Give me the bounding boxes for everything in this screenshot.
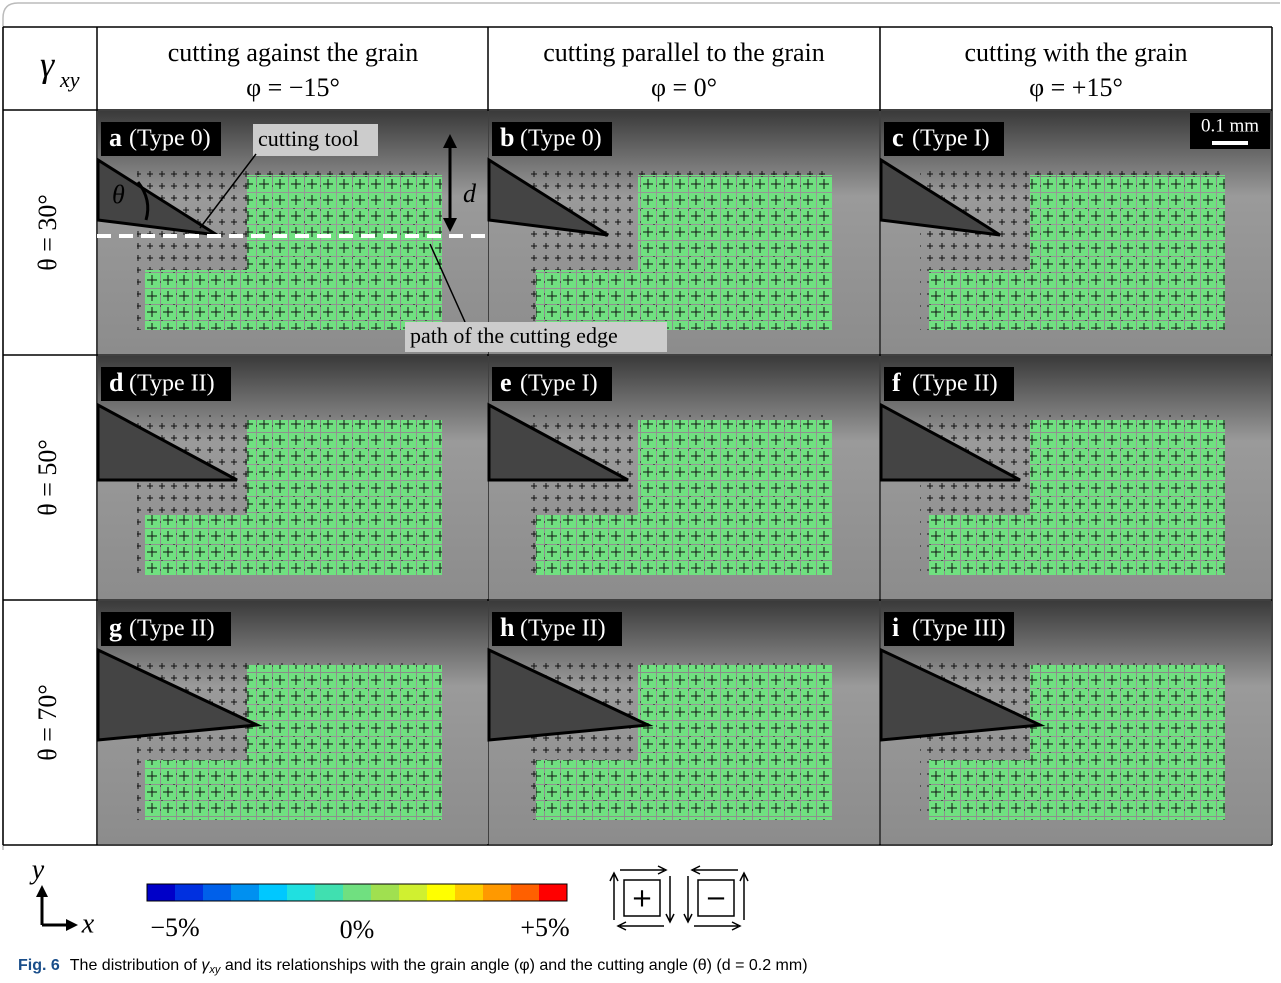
colorbar-label: −5% — [150, 913, 199, 942]
caption-text: and its relationships with the grain ang… — [220, 957, 807, 974]
panel-type: (Type 0) — [129, 126, 211, 152]
column-angle: φ = +15° — [1029, 73, 1123, 102]
page: {"corner": {"symbol": "γ", "subscript": … — [0, 0, 1281, 983]
panel: e (Type I) — [489, 356, 879, 599]
column-title: cutting with the grain — [964, 38, 1187, 67]
colorbar-swatch — [175, 884, 204, 901]
annotation: cutting tool — [258, 126, 359, 151]
panel-type: (Type II) — [129, 616, 215, 642]
panel-letter: e — [500, 368, 512, 397]
panel-letter: c — [892, 123, 904, 152]
colorbar-swatch — [455, 884, 484, 901]
colorbar-swatch — [539, 884, 568, 901]
colorbar-swatch — [259, 884, 288, 901]
column-angle: φ = −15° — [246, 73, 340, 102]
axis-label: y — [29, 854, 45, 885]
caption-text: The distribution of — [70, 957, 202, 974]
shear-sign: − — [705, 884, 727, 914]
colorbar-swatch — [231, 884, 260, 901]
axis-label: x — [81, 908, 95, 939]
colorbar-swatch — [287, 884, 316, 901]
column-title: cutting parallel to the grain — [543, 38, 825, 67]
panel-letter: a — [109, 123, 122, 152]
panel-type: (Type III) — [912, 616, 1006, 642]
panel-type: (Type I) — [912, 126, 990, 152]
colorbar-swatch — [427, 884, 456, 901]
colorbar-label: 0% — [340, 915, 375, 944]
colorbar-label: +5% — [520, 913, 569, 942]
colorbar-swatch — [147, 884, 176, 901]
annotation: θ — [112, 180, 125, 209]
annotation: d — [463, 179, 477, 208]
panel: g (Type II) — [98, 601, 488, 844]
panel: d(Type II) — [98, 356, 488, 599]
column-angle: φ = 0° — [651, 73, 717, 102]
panel-letter: f — [892, 368, 901, 397]
colorbar-swatch — [371, 884, 400, 901]
figure: γxycutting against the grainφ = −15°cutt… — [0, 0, 1281, 983]
colorbar — [147, 884, 568, 901]
colorbar-swatch — [511, 884, 540, 901]
row-label: θ = 50° — [33, 439, 62, 516]
colorbar-swatch — [315, 884, 344, 901]
colorbar-swatch — [483, 884, 512, 901]
corner-symbol: γ — [40, 44, 55, 84]
panel-type: (Type II) — [520, 616, 606, 642]
panel-type: (Type II) — [912, 371, 998, 397]
colorbar-swatch — [343, 884, 372, 901]
colorbar-swatch — [203, 884, 232, 901]
panel-type: (Type I) — [520, 371, 598, 397]
row-label: θ = 70° — [33, 684, 62, 761]
corner-subscript: xy — [59, 67, 80, 92]
panel-letter: g — [109, 613, 122, 642]
colorbar-swatch — [399, 884, 428, 901]
panel-letter: d — [109, 368, 124, 397]
shear-sign: + — [631, 884, 653, 914]
panel: h(Type II) — [489, 601, 879, 844]
panel: i (Type III) — [881, 601, 1271, 844]
panel-type: (Type II) — [129, 371, 215, 397]
caption-label: Fig. 6 — [18, 957, 60, 974]
panel: b(Type 0) — [489, 111, 879, 354]
panel: f (Type II) — [881, 356, 1271, 599]
panel-letter: i — [892, 613, 899, 642]
scale-label: 0.1 mm — [1201, 115, 1259, 136]
row-label: θ = 30° — [33, 194, 62, 271]
panel-type: (Type 0) — [520, 126, 602, 152]
arrowhead — [66, 919, 78, 931]
annotation: path of the cutting edge — [410, 323, 618, 348]
panel-letter: b — [500, 123, 514, 152]
panel-letter: h — [500, 613, 515, 642]
axes-icon: y x — [29, 854, 95, 939]
column-title: cutting against the grain — [168, 38, 419, 67]
arrowhead — [36, 885, 48, 897]
